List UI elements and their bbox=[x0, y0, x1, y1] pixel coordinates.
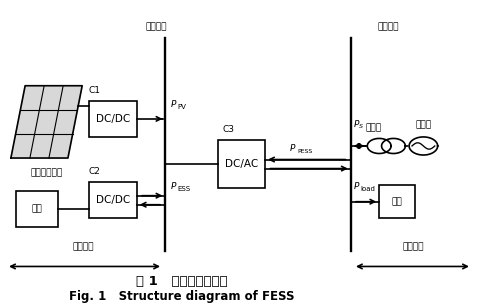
Text: $P_S$: $P_S$ bbox=[353, 119, 364, 131]
Text: 直流母線: 直流母線 bbox=[145, 22, 167, 32]
Bar bbox=[16, 191, 58, 227]
Text: load: load bbox=[360, 186, 375, 192]
Polygon shape bbox=[381, 138, 405, 154]
Text: 大電網: 大電網 bbox=[415, 120, 432, 130]
Text: $P$: $P$ bbox=[289, 142, 296, 153]
Text: C1: C1 bbox=[88, 86, 100, 95]
Bar bbox=[89, 101, 137, 137]
Polygon shape bbox=[409, 137, 438, 155]
Text: 光儲系統: 光儲系統 bbox=[73, 242, 94, 251]
Text: C2: C2 bbox=[88, 167, 100, 176]
Text: $P$: $P$ bbox=[353, 180, 360, 191]
Text: 交流線路: 交流線路 bbox=[378, 22, 400, 32]
Text: DC/DC: DC/DC bbox=[96, 195, 130, 205]
Text: 图 1   光储系统结构图: 图 1 光储系统结构图 bbox=[136, 275, 228, 288]
Text: PESS: PESS bbox=[297, 149, 313, 154]
Polygon shape bbox=[367, 138, 391, 154]
Text: Fig. 1   Structure diagram of FESS: Fig. 1 Structure diagram of FESS bbox=[69, 290, 294, 303]
Bar bbox=[217, 140, 265, 188]
Bar bbox=[379, 185, 415, 218]
Text: $P$: $P$ bbox=[170, 180, 177, 191]
Text: DC/DC: DC/DC bbox=[96, 114, 130, 124]
Text: PV: PV bbox=[177, 104, 186, 110]
Text: 變電站: 變電站 bbox=[366, 123, 382, 133]
Text: C3: C3 bbox=[222, 125, 234, 134]
Polygon shape bbox=[11, 86, 82, 158]
Text: $P$: $P$ bbox=[170, 98, 177, 109]
Text: 配電系統: 配電系統 bbox=[403, 242, 424, 251]
Text: DC/AC: DC/AC bbox=[225, 159, 258, 169]
Text: ESS: ESS bbox=[177, 186, 190, 192]
Text: 儲能: 儲能 bbox=[32, 205, 43, 214]
Bar bbox=[89, 182, 137, 218]
Text: 負荷: 負荷 bbox=[391, 197, 402, 206]
Text: 光伏電池陣列: 光伏電池陣列 bbox=[31, 169, 63, 178]
